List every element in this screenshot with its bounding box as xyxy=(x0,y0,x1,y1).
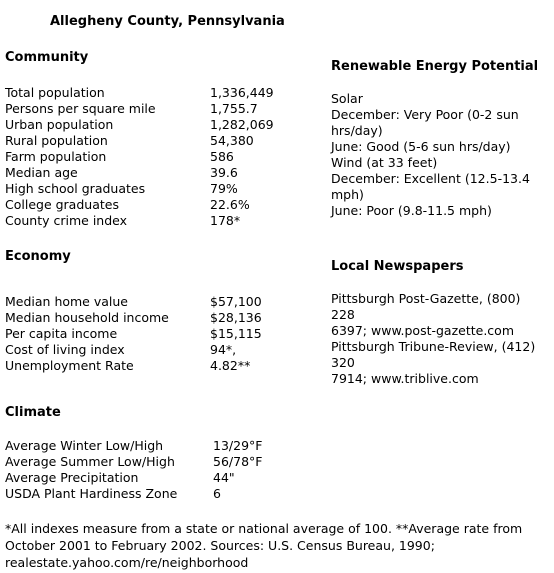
newspaper-line: 6397; www.post-gazette.com xyxy=(331,323,515,338)
newspapers-heading: Local Newspapers xyxy=(331,259,464,274)
community-row: Urban population 1,282,069 xyxy=(5,117,274,133)
row-value: 586 xyxy=(210,149,234,164)
row-label: Average Precipitation xyxy=(5,470,139,485)
renewable-line: June: Poor (9.8-11.5 mph) xyxy=(331,203,492,218)
row-value: 56/78°F xyxy=(213,454,263,469)
row-value: 13/29°F xyxy=(213,438,263,453)
row-label: Median household income xyxy=(5,310,169,325)
climate-row: Average Summer Low/High 56/78°F xyxy=(5,454,262,470)
row-label: Cost of living index xyxy=(5,342,125,357)
row-value: 44" xyxy=(213,470,235,485)
community-row: High school graduates 79% xyxy=(5,181,274,197)
row-label: Farm population xyxy=(5,149,107,164)
row-label: High school graduates xyxy=(5,181,146,196)
renewable-line: December: Excellent (12.5-13.4 mph) xyxy=(331,171,530,202)
renewable-line: June: Good (5-6 sun hrs/day) xyxy=(331,139,511,154)
row-value: 1,282,069 xyxy=(210,117,274,132)
renewable-list: Solar December: Very Poor (0-2 sun hrs/d… xyxy=(331,91,543,219)
row-value: 54,380 xyxy=(210,133,254,148)
row-label: Rural population xyxy=(5,133,108,148)
row-label: Total population xyxy=(5,85,105,100)
climate-row: Average Winter Low/High 13/29°F xyxy=(5,438,262,454)
row-label: County crime index xyxy=(5,213,128,228)
community-row: College graduates 22.6% xyxy=(5,197,274,213)
community-row: Total population 1,336,449 xyxy=(5,85,274,101)
community-row: Rural population 54,380 xyxy=(5,133,274,149)
row-value: $28,136 xyxy=(210,310,262,325)
economy-row: Per capita income $15,115 xyxy=(5,326,262,342)
row-label: USDA Plant Hardiness Zone xyxy=(5,486,178,501)
row-value: 1,755.7 xyxy=(210,101,258,116)
renewable-line: Wind (at 33 feet) xyxy=(331,155,438,170)
community-row: Median age 39.6 xyxy=(5,165,274,181)
climate-row: USDA Plant Hardiness Zone 6 xyxy=(5,486,262,502)
economy-table: Median home value $57,100 Median househol… xyxy=(5,294,262,374)
climate-table: Average Winter Low/High 13/29°F Average S… xyxy=(5,438,262,502)
row-label: Median home value xyxy=(5,294,128,309)
community-row: Persons per square mile 1,755.7 xyxy=(5,101,274,117)
row-value: 79% xyxy=(210,181,238,196)
row-value: $57,100 xyxy=(210,294,262,309)
row-label: Urban population xyxy=(5,117,114,132)
community-table: Total population 1,336,449 Persons per sq… xyxy=(5,85,274,229)
row-value: 39.6 xyxy=(210,165,238,180)
renewable-line: December: Very Poor (0-2 sun hrs/day) xyxy=(331,107,519,138)
renewable-heading: Renewable Energy Potential xyxy=(331,59,539,74)
row-value: 6 xyxy=(213,486,221,501)
economy-heading: Economy xyxy=(5,249,71,264)
renewable-line: Solar xyxy=(331,91,363,106)
footnote: *All indexes measure from a state or nat… xyxy=(5,521,523,570)
newspaper-line: Pittsburgh Post-Gazette, (800) 228 xyxy=(331,291,521,322)
community-row: County crime index 178* xyxy=(5,213,274,229)
row-value: 178* xyxy=(210,213,241,228)
newspaper-line: 7914; www.triblive.com xyxy=(331,371,479,386)
climate-heading: Climate xyxy=(5,405,61,420)
row-label: Per capita income xyxy=(5,326,118,341)
row-label: Average Winter Low/High xyxy=(5,438,164,453)
row-label: Unemployment Rate xyxy=(5,358,134,373)
row-value: $15,115 xyxy=(210,326,262,341)
row-value: 4.82** xyxy=(210,358,251,373)
community-row: Farm population 586 xyxy=(5,149,274,165)
row-value: 94*, xyxy=(210,342,237,357)
community-heading: Community xyxy=(5,50,89,65)
row-label: Persons per square mile xyxy=(5,101,156,116)
page-title: Allegheny County, Pennsylvania xyxy=(50,14,285,29)
economy-row: Median home value $57,100 xyxy=(5,294,262,310)
newspapers-list: Pittsburgh Post-Gazette, (800) 228 6397;… xyxy=(331,291,543,387)
row-label: College graduates xyxy=(5,197,119,212)
economy-row: Median household income $28,136 xyxy=(5,310,262,326)
row-label: Median age xyxy=(5,165,78,180)
row-value: 22.6% xyxy=(210,197,250,212)
economy-row: Unemployment Rate 4.82** xyxy=(5,358,262,374)
newspaper-line: Pittsburgh Tribune-Review, (412) 320 xyxy=(331,339,536,370)
row-value: 1,336,449 xyxy=(210,85,274,100)
row-label: Average Summer Low/High xyxy=(5,454,175,469)
climate-row: Average Precipitation 44" xyxy=(5,470,262,486)
economy-row: Cost of living index 94*, xyxy=(5,342,262,358)
